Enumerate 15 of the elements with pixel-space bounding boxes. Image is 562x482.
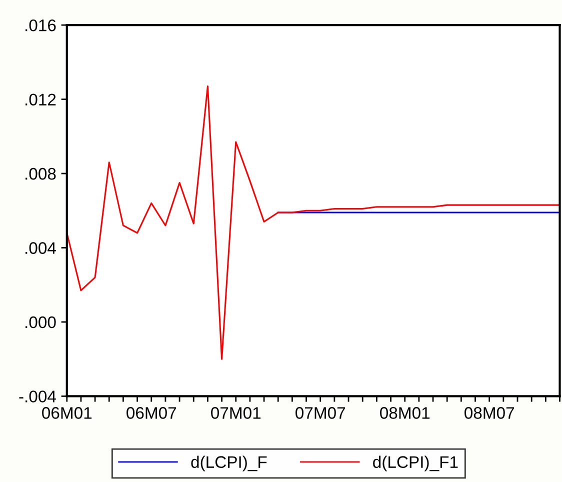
- x-tick-label: 08M07: [464, 407, 514, 419]
- x-tick-label: 07M01: [211, 407, 261, 419]
- x-tick-label: 06M07: [126, 407, 176, 419]
- y-tick-label: .016: [26, 19, 56, 32]
- y-tick-label: .000: [26, 316, 56, 328]
- line-series: [66, 86, 560, 360]
- x-tick-label: 07M07: [296, 407, 345, 419]
- y-tick-label: -.004: [19, 390, 56, 402]
- x-tick-label: 08M01: [380, 407, 430, 419]
- y-tick-label: .004: [26, 242, 56, 254]
- x-tick-label: 06M01: [42, 407, 92, 419]
- y-tick-label: .012: [26, 94, 56, 106]
- y-tick-label: .008: [26, 168, 56, 180]
- legend-label: d(LCPI)_F1: [373, 456, 458, 472]
- legend-label: d(LCPI)_F: [191, 456, 267, 472]
